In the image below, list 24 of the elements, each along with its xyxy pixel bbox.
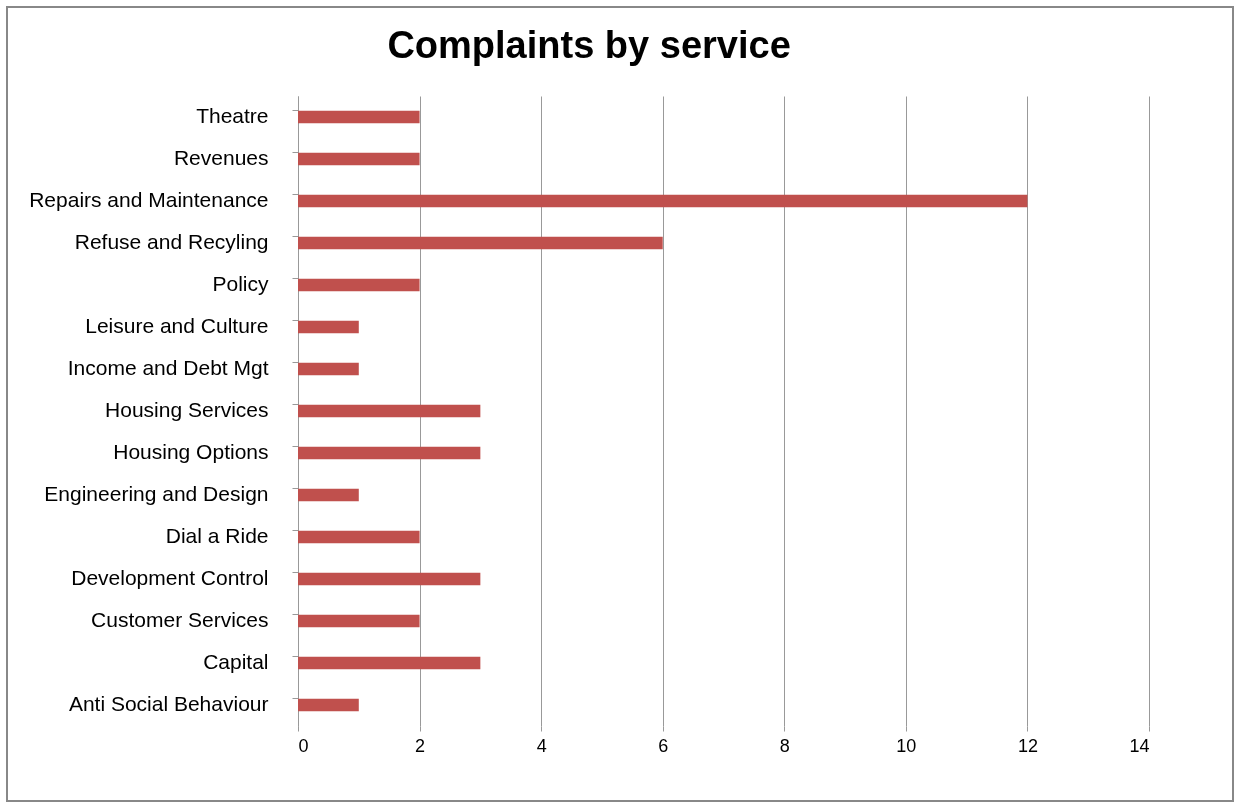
y-tick-label: Refuse and Recyling — [74, 230, 269, 253]
y-tick-label: Housing Options — [113, 440, 269, 463]
y-tick-label: Income and Debt Mgt — [67, 356, 269, 379]
y-tick-label: Dial a Ride — [165, 524, 269, 547]
x-tick-label: 4 — [536, 735, 547, 756]
y-tick-label: Policy — [212, 272, 269, 295]
y-tick-label: Leisure and Culture — [85, 314, 269, 337]
y-tick-label: Housing Services — [105, 398, 269, 421]
x-tick-label: 14 — [1129, 735, 1150, 756]
y-tick-label: Customer Services — [91, 608, 269, 631]
y-tick-label: Repairs and Maintenance — [29, 188, 269, 211]
x-tick-label: 0 — [298, 735, 309, 756]
x-tick-label: 10 — [896, 735, 917, 756]
x-tick-label: 8 — [779, 735, 790, 756]
y-tick-label: Revenues — [173, 146, 269, 169]
chart-title: Complaints by service — [387, 24, 791, 66]
y-tick-label: Theatre — [196, 104, 269, 127]
y-tick-label: Development Control — [71, 566, 269, 589]
y-tick-label: Anti Social Behaviour — [68, 692, 269, 715]
x-tick-label: 12 — [1017, 735, 1038, 756]
x-tick-label: 2 — [415, 735, 426, 756]
x-tick-label: 6 — [658, 735, 669, 756]
y-tick-label: Capital — [203, 650, 269, 673]
y-tick-label: Engineering and Design — [44, 482, 269, 505]
